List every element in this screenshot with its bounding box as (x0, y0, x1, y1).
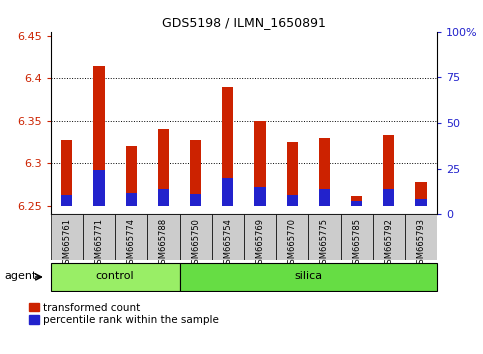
Bar (255, 121, 266, 206)
Bar (126, 146, 137, 206)
Bar (255, 187, 266, 206)
Bar (276, 214, 308, 260)
Title: GDS5198 / ILMN_1650891: GDS5198 / ILMN_1650891 (162, 16, 326, 29)
Text: GSM665771: GSM665771 (95, 218, 103, 269)
Bar (286, 195, 298, 206)
Bar (286, 142, 298, 206)
Bar (244, 214, 276, 260)
Bar (319, 138, 330, 206)
Text: agent: agent (5, 270, 37, 280)
Bar (405, 214, 437, 260)
Bar (351, 195, 362, 206)
Bar (212, 214, 244, 260)
Text: GSM665792: GSM665792 (384, 218, 393, 269)
Bar (341, 214, 373, 260)
Text: GSM665793: GSM665793 (416, 218, 426, 269)
Bar (61, 139, 72, 206)
Legend: transformed count, percentile rank within the sample: transformed count, percentile rank withi… (29, 303, 219, 325)
Bar (415, 182, 426, 206)
Text: GSM665770: GSM665770 (288, 218, 297, 269)
Bar (351, 201, 362, 206)
Text: GSM665788: GSM665788 (159, 218, 168, 269)
Bar (373, 214, 405, 260)
Bar (126, 193, 137, 206)
Bar (383, 135, 395, 206)
Bar (415, 199, 426, 206)
Bar (190, 194, 201, 206)
Bar (222, 178, 233, 206)
Bar (158, 189, 169, 206)
Text: GSM665750: GSM665750 (191, 218, 200, 269)
Bar (319, 189, 330, 206)
Bar (51, 214, 83, 260)
Bar (83, 214, 115, 260)
Bar (190, 139, 201, 206)
Bar (158, 129, 169, 206)
Text: control: control (96, 270, 134, 280)
Bar (180, 214, 212, 260)
Bar (222, 87, 233, 206)
Bar (61, 195, 72, 206)
Bar (115, 214, 147, 260)
Text: GSM665754: GSM665754 (223, 218, 232, 269)
Text: GSM665775: GSM665775 (320, 218, 329, 269)
Bar (93, 66, 105, 206)
Bar (93, 170, 105, 206)
Bar (180, 263, 437, 291)
Bar (147, 214, 180, 260)
Bar (51, 263, 180, 291)
Text: GSM665769: GSM665769 (256, 218, 265, 269)
Text: GSM665785: GSM665785 (352, 218, 361, 269)
Text: GSM665774: GSM665774 (127, 218, 136, 269)
Bar (383, 189, 395, 206)
Bar (308, 214, 341, 260)
Text: silica: silica (294, 270, 322, 280)
Text: GSM665761: GSM665761 (62, 218, 71, 269)
